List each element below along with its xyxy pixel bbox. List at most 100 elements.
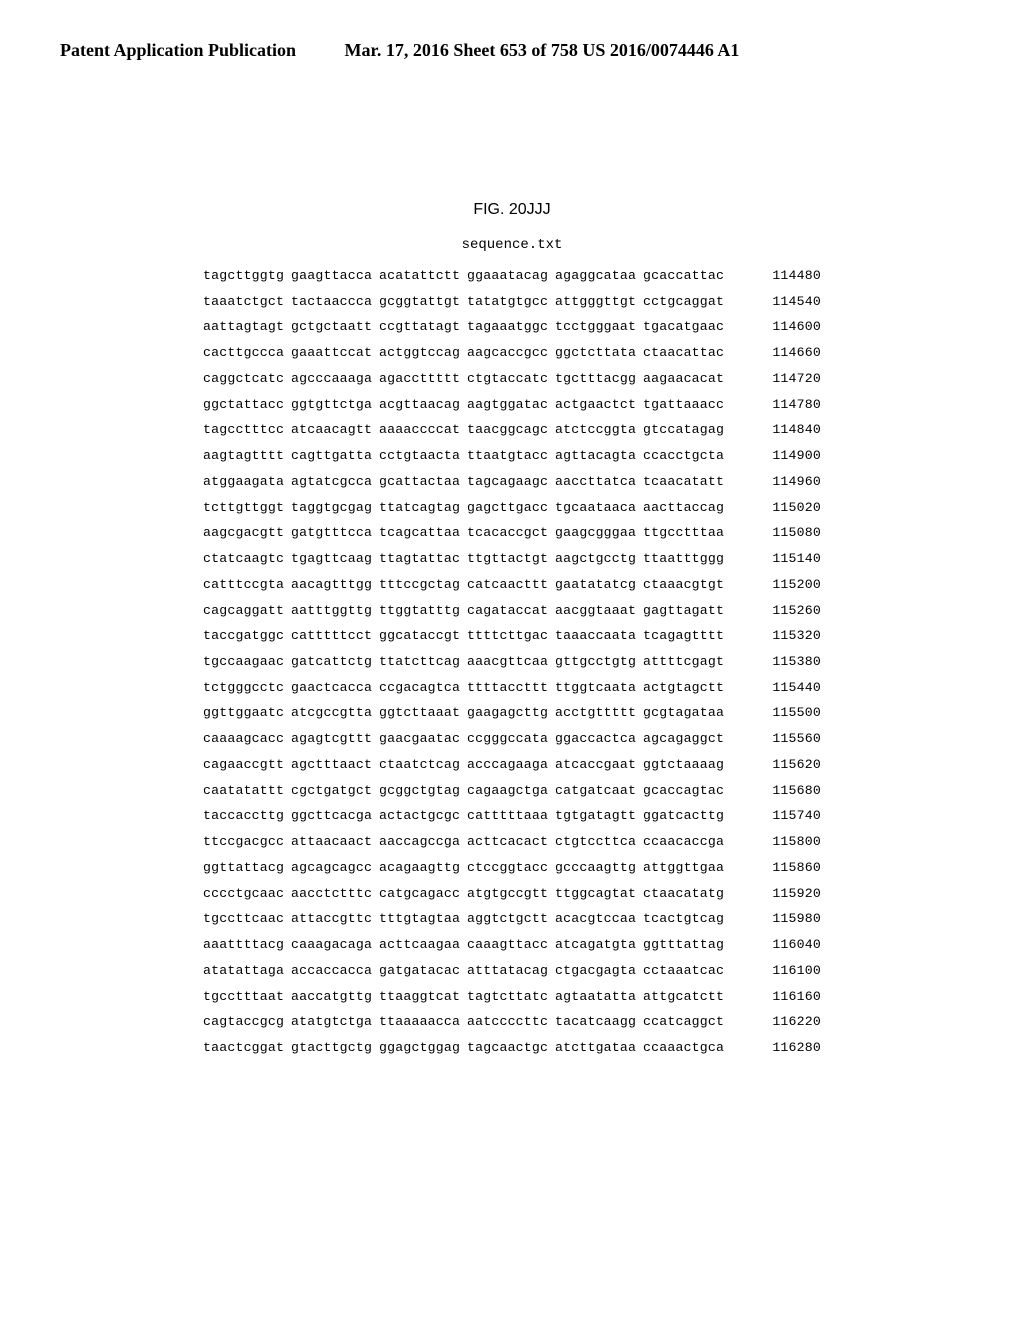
sequence-group: ggttggaatc — [203, 700, 291, 726]
sequence-row: tgcctttaataaccatgttgttaaggtcattagtcttatc… — [203, 984, 821, 1010]
sequence-group: aagtggatac — [467, 392, 555, 418]
sequence-group: catcaacttt — [467, 572, 555, 598]
sequence-group: ccgttatagt — [379, 314, 467, 340]
sequence-group: tcagagtttt — [643, 623, 731, 649]
sequence-group: ccaaactgca — [643, 1035, 731, 1061]
sequence-group: attaccgttc — [291, 906, 379, 932]
sequence-group: taggtgcgag — [291, 495, 379, 521]
sequence-group: taaatctgct — [203, 289, 291, 315]
sequence-group: tgcaataaca — [555, 495, 643, 521]
sequence-group: ctaacattac — [643, 340, 731, 366]
sequence-group: taactcggat — [203, 1035, 291, 1061]
sequence-group: gcggtattgt — [379, 289, 467, 315]
sequence-group: atatgtctga — [291, 1009, 379, 1035]
sequence-position: 115260 — [749, 598, 821, 624]
sequence-group: ctatcaagtc — [203, 546, 291, 572]
sequence-group: cctgcaggat — [643, 289, 731, 315]
sequence-group: tttccgctag — [379, 572, 467, 598]
sequence-group: actgtagctt — [643, 675, 731, 701]
sequence-group: agaggcataa — [555, 263, 643, 289]
sequence-row: cacttgcccagaaattccatactggtccagaagcaccgcc… — [203, 340, 821, 366]
sequence-group: ttatcagtag — [379, 495, 467, 521]
sequence-group: gcaccagtac — [643, 778, 731, 804]
sequence-row: ctatcaagtctgagttcaagttagtattacttgttactgt… — [203, 546, 821, 572]
sequence-group: tcagcattaa — [379, 520, 467, 546]
sequence-group: caatatattt — [203, 778, 291, 804]
sequence-group: aacggtaaat — [555, 598, 643, 624]
sequence-group: agtatcgcca — [291, 469, 379, 495]
sequence-group: gcattactaa — [379, 469, 467, 495]
sequence-group: ttttaccttt — [467, 675, 555, 701]
sequence-position: 115140 — [749, 546, 821, 572]
sequence-position: 114600 — [749, 314, 821, 340]
sequence-group: cagataccat — [467, 598, 555, 624]
sequence-group: ggaccactca — [555, 726, 643, 752]
sequence-group: ggcttcacga — [291, 803, 379, 829]
sequence-group: taacggcagc — [467, 417, 555, 443]
sequence-group: ttggcagtat — [555, 881, 643, 907]
sequence-group: agttacagta — [555, 443, 643, 469]
sequence-group: acctgttttt — [555, 700, 643, 726]
sequence-row: cagaaccgttagctttaactctaatctcagacccagaaga… — [203, 752, 821, 778]
sequence-group: agtaatatta — [555, 984, 643, 1010]
sequence-group: aaccatgttg — [291, 984, 379, 1010]
sequence-group: ttgcctttaa — [643, 520, 731, 546]
sequence-position: 115380 — [749, 649, 821, 675]
sequence-group: aatttggttg — [291, 598, 379, 624]
sequence-group: aacagtttgg — [291, 572, 379, 598]
sequence-group: aatccccttc — [467, 1009, 555, 1035]
sequence-group: aacttaccag — [643, 495, 731, 521]
sequence-group: agctttaact — [291, 752, 379, 778]
sequence-row: tgccaagaacgatcattctgttatcttcagaaacgttcaa… — [203, 649, 821, 675]
sequence-group: gatcattctg — [291, 649, 379, 675]
sequence-group: acttcacact — [467, 829, 555, 855]
sequence-group: ccatcaggct — [643, 1009, 731, 1035]
sequence-group: gctgctaatt — [291, 314, 379, 340]
sequence-group: atcagatgta — [555, 932, 643, 958]
sequence-group: actactgcgc — [379, 803, 467, 829]
sequence-position: 115980 — [749, 906, 821, 932]
sequence-position: 114720 — [749, 366, 821, 392]
sequence-position: 115860 — [749, 855, 821, 881]
sequence-group: ctgtaccatc — [467, 366, 555, 392]
sequence-group: tacatcaagg — [555, 1009, 643, 1035]
sequence-group: ctaaacgtgt — [643, 572, 731, 598]
sequence-group: aaccagccga — [379, 829, 467, 855]
sequence-group: ttggtatttg — [379, 598, 467, 624]
sequence-position: 115680 — [749, 778, 821, 804]
sequence-group: tcaacatatt — [643, 469, 731, 495]
sequence-row: catttccgtaaacagtttggtttccgctagcatcaacttt… — [203, 572, 821, 598]
sequence-position: 115740 — [749, 803, 821, 829]
sequence-group: actggtccag — [379, 340, 467, 366]
sequence-group: aaattttacg — [203, 932, 291, 958]
sequence-group: atctccggta — [555, 417, 643, 443]
sequence-row: tcttgttggttaggtgcgagttatcagtaggagcttgacc… — [203, 495, 821, 521]
sequence-group: acccagaaga — [467, 752, 555, 778]
sequence-group: gttgcctgtg — [555, 649, 643, 675]
sequence-group: ctccggtacc — [467, 855, 555, 881]
sequence-group: atcaccgaat — [555, 752, 643, 778]
sequence-group: atgtgccgtt — [467, 881, 555, 907]
sequence-group: gatgatacac — [379, 958, 467, 984]
sequence-group: tcttgttggt — [203, 495, 291, 521]
sequence-group: ctgacgagta — [555, 958, 643, 984]
sequence-row: ggttggaatcatcgccgttaggtcttaaatgaagagcttg… — [203, 700, 821, 726]
sequence-group: cctgtaacta — [379, 443, 467, 469]
sequence-row: caggctcatcagcccaaagaagacctttttctgtaccatc… — [203, 366, 821, 392]
sequence-group: ggtgttctga — [291, 392, 379, 418]
sequence-group: tgctttacgg — [555, 366, 643, 392]
sequence-group: agcccaaaga — [291, 366, 379, 392]
sequence-position: 115620 — [749, 752, 821, 778]
sequence-group: atttatacag — [467, 958, 555, 984]
sequence-group: ggtctaaaag — [643, 752, 731, 778]
sequence-group: actgaactct — [555, 392, 643, 418]
sequence-group: catttttcct — [291, 623, 379, 649]
sequence-group: gaagcgggaa — [555, 520, 643, 546]
sequence-row: ttccgacgccattaacaactaaccagccgaacttcacact… — [203, 829, 821, 855]
sequence-group: aaccttatca — [555, 469, 643, 495]
sequence-row: cagtaccgcgatatgtctgattaaaaaccaaatccccttc… — [203, 1009, 821, 1035]
sequence-group: agagtcgttt — [291, 726, 379, 752]
sequence-group: gagttagatt — [643, 598, 731, 624]
sequence-position: 116040 — [749, 932, 821, 958]
sequence-group: gaactcacca — [291, 675, 379, 701]
